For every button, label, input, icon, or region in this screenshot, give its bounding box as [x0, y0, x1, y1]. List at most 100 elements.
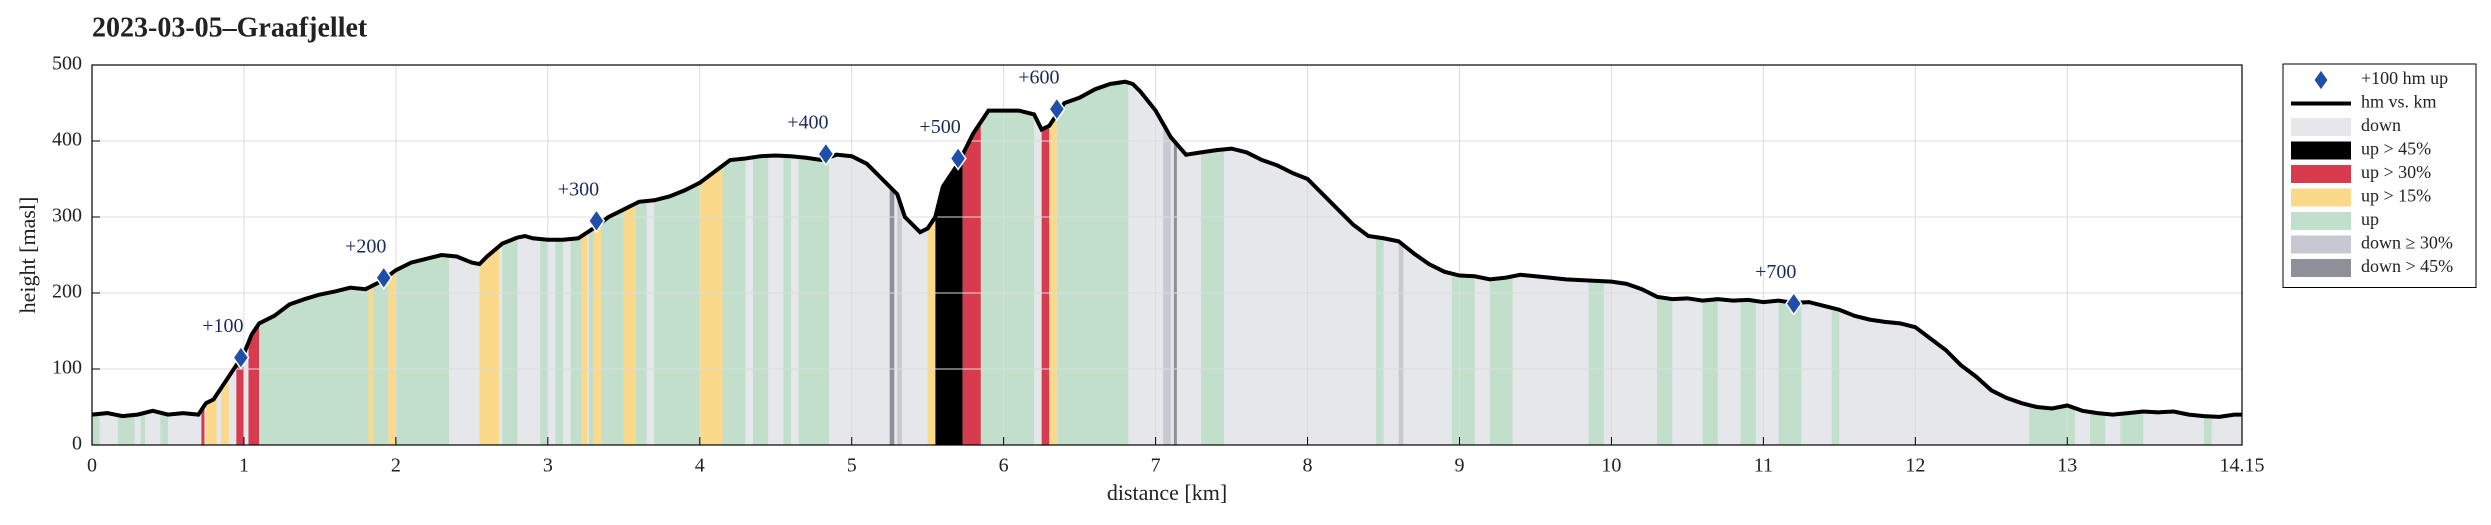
x-tick-label: 3 — [543, 455, 553, 477]
legend-swatch — [2291, 165, 2351, 183]
legend-swatch — [2291, 212, 2351, 230]
band — [201, 81, 205, 445]
band — [654, 81, 700, 445]
legend-label: up — [2361, 209, 2379, 229]
band — [1831, 81, 1840, 445]
y-tick-label: 500 — [52, 53, 82, 75]
marker-label: +700 — [1755, 261, 1796, 283]
x-tick-label: 1 — [239, 455, 249, 477]
band — [540, 81, 548, 445]
band — [570, 81, 582, 445]
band — [236, 81, 244, 445]
x-tick-label: 0 — [87, 455, 97, 477]
legend-label: up > 30% — [2361, 162, 2431, 182]
band — [2120, 81, 2144, 445]
y-tick-label: 200 — [52, 281, 82, 303]
axes-box — [91, 64, 2243, 446]
band — [1489, 81, 1513, 445]
legend-swatch — [2291, 141, 2351, 160]
x-tick-label: 5 — [847, 455, 857, 477]
band — [1375, 81, 1384, 445]
band — [1041, 81, 1050, 445]
band — [927, 81, 936, 445]
legend-swatch — [2291, 118, 2351, 136]
band — [555, 81, 564, 445]
band — [752, 81, 769, 445]
marker-label: +300 — [558, 178, 599, 200]
marker-label: +400 — [787, 112, 828, 134]
x-tick-label: 7 — [1151, 455, 1161, 477]
legend-label: down > 45% — [2361, 256, 2453, 276]
band — [783, 81, 791, 445]
band — [1451, 81, 1475, 445]
chart-title: 2023-03-05–Graafjellet — [92, 12, 368, 43]
legend-swatch — [2291, 235, 2351, 254]
profile-line — [91, 79, 2242, 419]
band — [635, 81, 647, 445]
marker-label: +100 — [202, 315, 243, 337]
band — [1398, 81, 1404, 445]
band — [160, 81, 168, 445]
x-tick-label: 2 — [391, 455, 401, 477]
x-tick-label: 14.15 — [2220, 455, 2265, 477]
marker-label: +500 — [919, 116, 960, 138]
band — [92, 81, 100, 445]
x-tick-label: 9 — [1454, 455, 1464, 477]
marker — [375, 265, 393, 291]
band — [593, 81, 602, 445]
legend-swatch — [2291, 188, 2351, 207]
band — [1201, 81, 1224, 445]
x-tick-label: 6 — [999, 455, 1009, 477]
legend-label: up > 15% — [2361, 186, 2431, 206]
band — [1173, 81, 1177, 445]
band — [1740, 81, 1756, 445]
marker — [587, 208, 606, 234]
x-tick-label: 8 — [1303, 455, 1313, 477]
legend-label: hm vs. km — [2361, 92, 2437, 112]
marker-label: +200 — [345, 235, 386, 257]
x-tick-label: 13 — [2057, 455, 2077, 477]
band — [205, 81, 217, 445]
band — [897, 81, 902, 445]
y-axis-label: height [masl] — [15, 197, 40, 314]
x-tick-label: 11 — [1754, 455, 1773, 477]
band — [2204, 81, 2212, 445]
band — [1588, 81, 1604, 445]
marker — [232, 345, 250, 370]
x-axis-label: distance [km] — [1107, 480, 1227, 505]
band — [601, 81, 624, 445]
marker-label: +600 — [1018, 67, 1059, 89]
band — [1049, 81, 1057, 445]
band — [962, 81, 981, 445]
y-tick-label: 300 — [52, 205, 82, 227]
band — [140, 81, 146, 445]
band — [1163, 81, 1171, 445]
band — [699, 81, 723, 445]
legend-label: up > 45% — [2361, 139, 2431, 159]
legend-label: down ≥ 30% — [2361, 233, 2453, 253]
band — [889, 81, 895, 445]
legend-label: down — [2361, 115, 2401, 135]
legend-swatch — [2291, 259, 2351, 277]
x-tick-label: 4 — [695, 455, 705, 477]
band — [1702, 81, 1718, 445]
band — [1056, 81, 1129, 445]
band — [2090, 81, 2106, 445]
band — [581, 81, 588, 445]
band — [588, 81, 594, 445]
band — [248, 81, 260, 445]
band — [980, 81, 1035, 445]
band — [722, 81, 746, 445]
band — [117, 81, 135, 445]
band — [388, 81, 396, 445]
x-tick-label: 10 — [1601, 455, 1621, 477]
bands — [92, 81, 2242, 445]
marker — [1048, 96, 1066, 122]
band — [1657, 81, 1673, 445]
legend-label: +100 hm up — [2361, 68, 2448, 88]
y-tick-label: 400 — [52, 129, 82, 151]
y-tick-label: 100 — [52, 357, 82, 379]
x-tick-label: 12 — [1905, 455, 1925, 477]
band — [1778, 81, 1802, 445]
marker — [817, 141, 835, 167]
